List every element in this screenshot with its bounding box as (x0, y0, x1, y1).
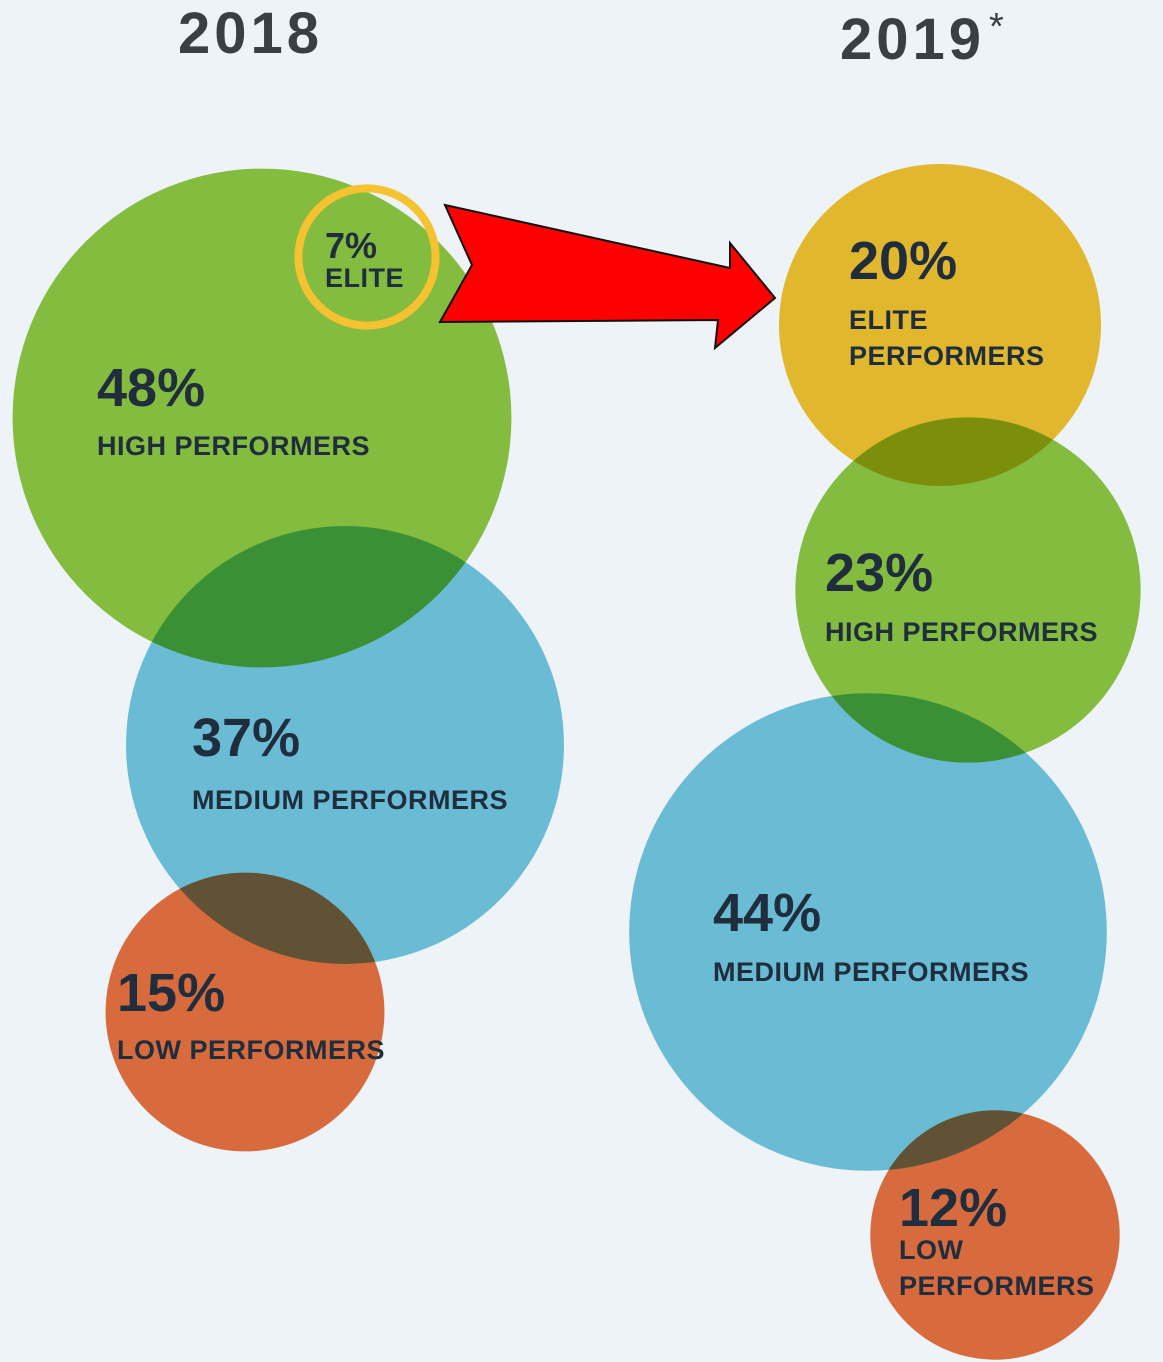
category-label: MEDIUM PERFORMERS (713, 957, 1030, 987)
category-label: HIGH PERFORMERS (825, 617, 1099, 647)
value-label: 20% (849, 231, 958, 291)
bubble (779, 164, 1101, 486)
bubble (629, 693, 1107, 1171)
value-label: 7% (325, 225, 378, 266)
bubble (870, 1110, 1120, 1360)
chart-title: 2018 (178, 1, 324, 66)
bubble (105, 872, 385, 1152)
category-label: MEDIUM PERFORMERS (192, 785, 509, 815)
value-label: 23% (825, 543, 934, 603)
value-label: 37% (192, 708, 301, 768)
value-label: 48% (97, 358, 206, 418)
bubble (795, 417, 1141, 763)
title-mark: * (989, 6, 1008, 48)
arrow (438, 203, 777, 351)
chart-title: 2019 * (840, 6, 1008, 72)
category-label: LOW PERFORMERS (899, 1235, 1095, 1302)
value-label: 15% (117, 963, 226, 1023)
value-label: 12% (899, 1178, 1008, 1238)
bubble (294, 184, 440, 330)
category-label: ELITE PERFORMERS (849, 305, 1045, 372)
bubble (126, 526, 564, 964)
category-label: ELITE (325, 263, 405, 293)
category-label: HIGH PERFORMERS (97, 431, 371, 461)
category-label: LOW PERFORMERS (117, 1035, 385, 1065)
value-label: 44% (713, 883, 822, 943)
